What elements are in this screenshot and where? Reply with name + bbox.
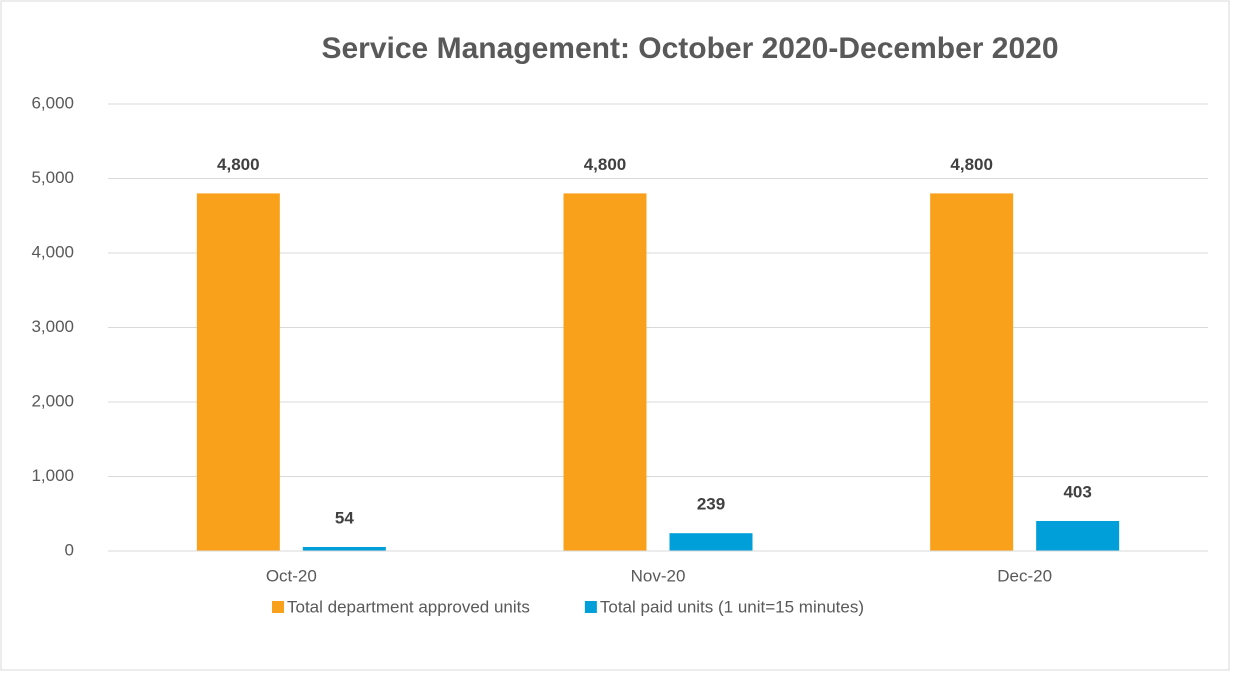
y-tick-label: 4,000 [31, 242, 74, 261]
x-tick-label: Oct-20 [266, 566, 317, 585]
y-tick-label: 2,000 [31, 391, 74, 410]
y-tick-label: 6,000 [31, 93, 74, 112]
legend-swatch [584, 601, 597, 613]
x-tick-label: Nov-20 [631, 566, 686, 585]
value-label: 4,800 [950, 155, 993, 174]
value-label: 403 [1063, 482, 1091, 501]
chart-title: Service Management: October 2020-Decembe… [321, 32, 1058, 65]
value-label: 4,800 [217, 155, 260, 174]
bar [196, 193, 280, 551]
value-label: 54 [335, 508, 354, 527]
y-tick-label: 5,000 [31, 168, 74, 187]
legend-label: Total department approved units [287, 597, 530, 616]
bar [1036, 520, 1120, 551]
legend-label: Total paid units (1 unit=15 minutes) [600, 597, 864, 616]
bar [669, 533, 753, 551]
bar [930, 193, 1014, 551]
bar [302, 546, 386, 551]
x-tick-label: Dec-20 [997, 566, 1052, 585]
value-label: 239 [697, 495, 725, 514]
y-tick-label: 1,000 [31, 466, 74, 485]
legend-swatch [272, 601, 284, 613]
bar [563, 193, 647, 551]
y-tick-label: 3,000 [31, 317, 74, 336]
value-label: 4,800 [584, 155, 627, 174]
y-tick-label: 0 [65, 540, 74, 559]
